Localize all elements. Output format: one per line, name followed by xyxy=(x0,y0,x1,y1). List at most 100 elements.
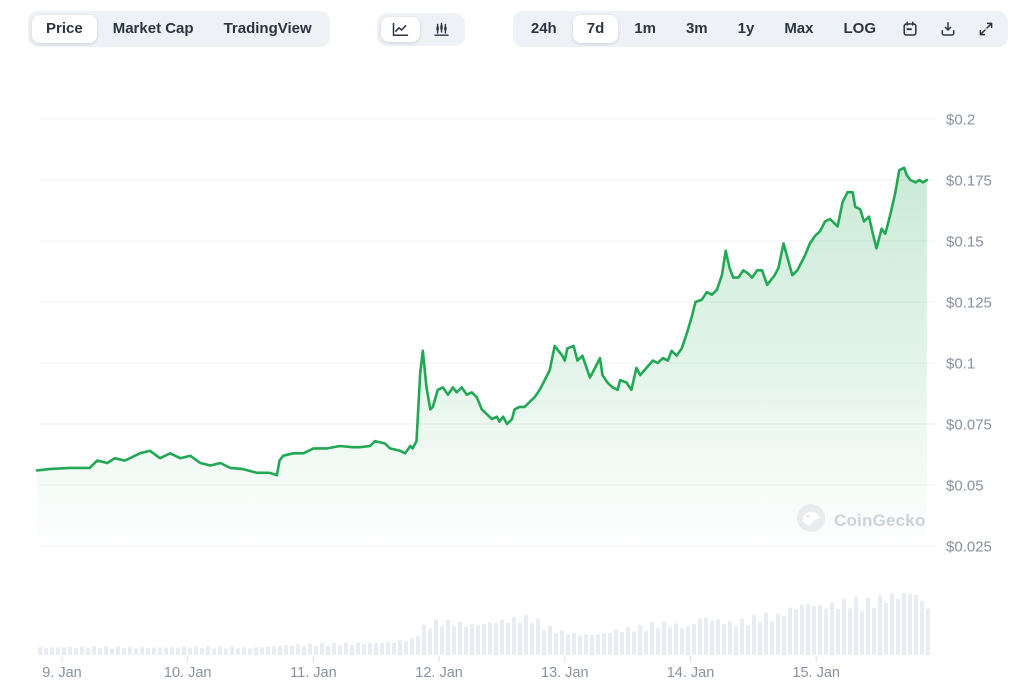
volume-bar xyxy=(302,645,306,655)
volume-bar xyxy=(884,603,888,655)
volume-bar xyxy=(296,644,300,655)
download-icon xyxy=(940,21,956,37)
volume-bar xyxy=(758,622,762,655)
candlestick-chart-button[interactable] xyxy=(422,17,461,42)
volume-bar xyxy=(254,647,258,655)
range-1m[interactable]: 1m xyxy=(620,15,670,44)
volume-bar xyxy=(926,608,930,655)
download-chart-button[interactable] xyxy=(930,15,966,43)
volume-bar xyxy=(56,647,60,655)
volume-bar xyxy=(404,641,408,655)
y-axis-label: $0.05 xyxy=(946,478,984,495)
volume-bar xyxy=(692,623,696,655)
volume-bar xyxy=(584,634,588,655)
volume-bar xyxy=(728,621,732,655)
volume-bar xyxy=(812,605,816,655)
fullscreen-button[interactable] xyxy=(968,15,1004,43)
volume-bar xyxy=(530,623,534,655)
volume-bar xyxy=(446,619,450,655)
chart-type-group xyxy=(377,12,466,46)
volume-bar xyxy=(782,616,786,655)
volume-bar xyxy=(110,648,114,655)
volume-bar xyxy=(716,619,720,655)
volume-bar xyxy=(908,593,912,655)
volume-bar xyxy=(272,645,276,655)
y-axis: $0.2 $0.175 $0.15 $0.125 $0.1 $0.075 $0.05 $0.0… xyxy=(946,112,992,556)
volume-bar xyxy=(512,617,516,655)
volume-bar xyxy=(590,634,594,655)
volume-bar xyxy=(914,595,918,655)
tab-price[interactable]: Price xyxy=(32,14,97,44)
volume-bar xyxy=(848,608,852,655)
range-7d[interactable]: 7d xyxy=(572,14,619,44)
line-chart-button[interactable] xyxy=(381,16,421,42)
tab-tradingview[interactable]: TradingView xyxy=(210,15,326,44)
volume-bar xyxy=(362,643,366,655)
range-max[interactable]: Max xyxy=(770,15,827,44)
volume-bar xyxy=(806,604,810,655)
volume-bar xyxy=(74,647,78,655)
volume-bar xyxy=(752,614,756,655)
y-axis-label: $0.1 xyxy=(946,356,975,373)
volume-bar xyxy=(80,646,84,655)
volume-bar xyxy=(344,642,348,655)
volume-bar xyxy=(452,626,456,655)
volume-bar xyxy=(632,631,636,655)
x-axis: 9. Jan 10. Jan 11. Jan 12. Jan 13. Jan 14. Ja… xyxy=(42,656,840,681)
volume-bar xyxy=(620,631,624,655)
volume-bar xyxy=(500,619,504,655)
volume-bar xyxy=(896,598,900,655)
volume-bar xyxy=(356,642,360,655)
tab-market-cap[interactable]: Market Cap xyxy=(99,15,208,44)
volume-bar xyxy=(566,634,570,655)
y-axis-label: $0.15 xyxy=(946,234,984,251)
volume-bar xyxy=(494,622,498,655)
range-24h[interactable]: 24h xyxy=(517,15,571,44)
volume-bar xyxy=(248,648,252,655)
volume-bar xyxy=(554,632,558,655)
x-axis-label: 9. Jan xyxy=(42,665,82,681)
volume-bar xyxy=(314,645,318,655)
price-area-fill xyxy=(36,167,927,561)
volume-bar xyxy=(518,622,522,655)
volume-bar xyxy=(116,646,120,655)
volume-bar xyxy=(278,645,282,655)
volume-bar xyxy=(626,626,630,655)
volume-bar xyxy=(656,627,660,655)
volume-bar xyxy=(242,646,246,655)
view-tabs-group: Price Market Cap TradingView xyxy=(28,10,330,48)
volume-bar xyxy=(326,645,330,655)
volume-bar xyxy=(704,617,708,655)
range-group: 24h 7d 1m 3m 1y Max LOG xyxy=(512,10,1008,48)
volume-bar xyxy=(722,624,726,655)
volume-bar xyxy=(140,647,144,655)
range-3m[interactable]: 3m xyxy=(672,15,722,44)
volume-bar xyxy=(266,646,270,655)
volume-bar xyxy=(890,593,894,655)
volume-bar xyxy=(854,596,858,655)
volume-bar xyxy=(524,615,528,655)
volume-bar xyxy=(152,647,156,655)
line-chart-icon xyxy=(392,22,409,37)
volume-bar xyxy=(338,645,342,655)
volume-bar xyxy=(428,628,432,655)
volume-bar xyxy=(776,613,780,655)
range-1y[interactable]: 1y xyxy=(724,15,769,44)
volume-bars xyxy=(38,593,930,655)
volume-bar xyxy=(158,647,162,655)
volume-bar xyxy=(680,628,684,655)
volume-bar xyxy=(506,622,510,655)
volume-bar xyxy=(374,642,378,655)
volume-bar xyxy=(182,646,186,655)
date-range-button[interactable] xyxy=(892,15,928,43)
volume-bar xyxy=(602,632,606,655)
volume-bar xyxy=(128,646,132,655)
log-scale-button[interactable]: LOG xyxy=(830,15,891,44)
volume-bar xyxy=(542,629,546,655)
volume-bar xyxy=(434,619,438,655)
volume-bar xyxy=(614,629,618,655)
volume-bar xyxy=(662,621,666,655)
volume-bar xyxy=(830,602,834,655)
